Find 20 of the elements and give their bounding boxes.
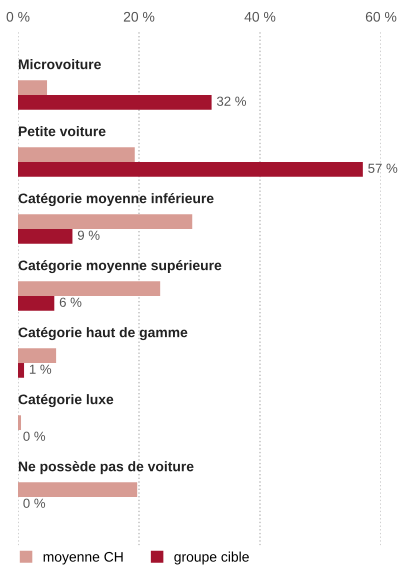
x-tick-label: 40 %	[244, 12, 276, 22]
y-tick-label: Catégorie moyenne inférieure	[18, 192, 214, 206]
data-label: 32 %	[216, 96, 246, 106]
x-tick-label: 60 %	[366, 12, 396, 22]
data-label: 6 %	[60, 298, 82, 307]
legend-label: groupe cible	[174, 552, 249, 564]
y-tick-label: Microvoiture	[18, 59, 101, 70]
data-label: 57 %	[368, 164, 398, 173]
y-tick-label: Ne possède pas de voiture	[18, 461, 194, 474]
legend-label: moyenne CH	[44, 552, 123, 564]
x-tick-label: 20 %	[124, 12, 154, 22]
y-tick-label: Petite voiture	[18, 126, 106, 136]
y-tick-label: Catégorie luxe	[18, 394, 114, 408]
y-tick-label: Catégorie moyenne supérieure	[18, 260, 222, 274]
x-tick-label: 0 %	[6, 12, 30, 22]
data-label: 9 %	[78, 230, 100, 240]
y-tick-label: Catégorie haut de gamme	[18, 326, 188, 340]
data-label: 1 %	[30, 364, 52, 374]
data-label: 0 %	[23, 432, 46, 441]
data-label: 0 %	[23, 498, 46, 508]
